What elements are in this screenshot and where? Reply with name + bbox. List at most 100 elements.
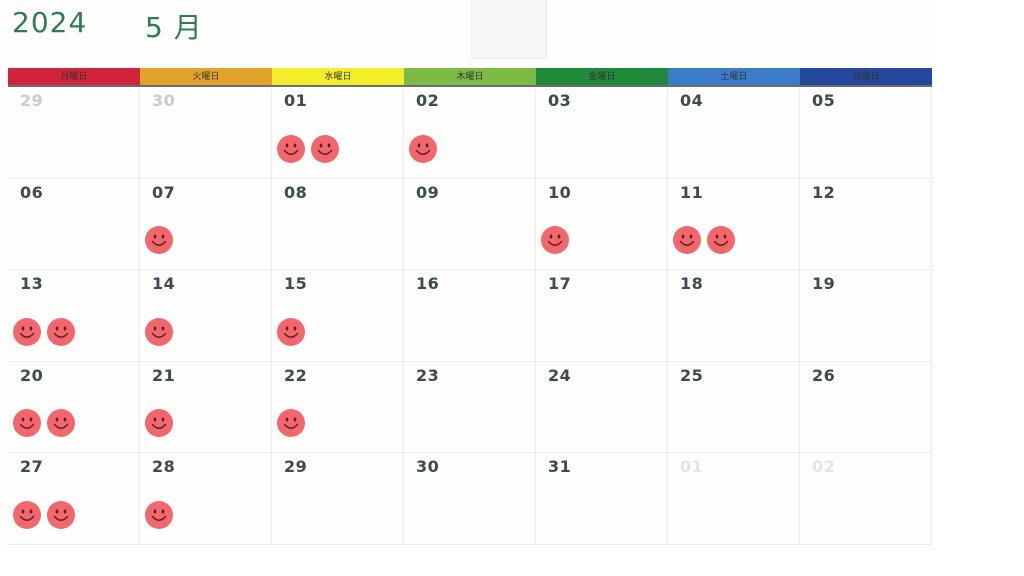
day-cell: 01 [668,453,800,545]
day-cell: 10 [536,178,668,271]
weekday-label: 金曜日 [536,68,668,87]
day-number: 01 [680,457,704,477]
smiley-sticker-icon [13,317,41,346]
calendar-sheet: 2024 5 月 月曜日 火曜日 水曜日 木曜日 金曜日 土曜日 日曜日 29 30 01 02 0… [8,0,932,545]
day-cell: 09 [404,178,536,271]
smiley-sticker-icon [541,226,569,255]
day-number: 26 [812,365,836,385]
day-number: 18 [680,274,704,294]
day-number: 12 [812,182,836,202]
day-cell: 11 [668,178,800,271]
day-number: 19 [812,274,836,294]
sticker-group [144,408,174,438]
day-cell: 16 [404,270,536,362]
day-number: 10 [548,182,572,202]
sticker-group [12,408,76,438]
day-cell: 02 [800,453,932,545]
day-number: 11 [680,182,704,202]
smiley-sticker-icon [409,134,437,163]
day-number: 22 [284,365,308,385]
day-number: 04 [680,91,704,110]
day-cell: 26 [800,361,932,454]
day-number: 20 [20,365,44,385]
paper-smudge [470,0,547,59]
smiley-sticker-icon [277,409,305,438]
sticker-group [144,225,174,255]
day-cell: 14 [140,270,272,362]
smiley-sticker-icon [47,500,75,529]
day-cell: 03 [536,87,668,179]
day-number: 30 [416,457,440,477]
day-number: 14 [152,274,176,294]
sticker-group [276,134,340,164]
weekday-label: 月曜日 [8,68,140,87]
weekday-header: 月曜日 火曜日 水曜日 木曜日 金曜日 土曜日 日曜日 [8,68,932,87]
smiley-sticker-icon [145,226,173,255]
day-cell: 27 [8,453,140,545]
weekday-label: 木曜日 [404,68,536,87]
day-number: 30 [152,91,176,110]
calendar-grid: 29 30 01 02 03 04 05 06 07 08 09 10 11 12 13 14 15 16 17 18… [8,87,932,545]
day-cell: 19 [800,270,932,362]
day-number: 16 [416,274,440,294]
smiley-sticker-icon [13,500,41,529]
day-number: 13 [20,274,44,294]
smiley-sticker-icon [47,317,75,346]
day-number: 02 [812,457,836,477]
day-cell: 31 [536,453,668,545]
day-number: 25 [680,365,704,385]
day-cell: 05 [800,87,932,179]
day-cell: 23 [404,361,536,454]
day-number: 29 [284,457,308,477]
day-number: 03 [548,91,572,110]
day-number: 07 [152,182,176,202]
sticker-group [12,500,76,530]
sticker-group [144,317,174,347]
day-cell: 12 [800,178,932,271]
day-cell: 29 [272,453,404,545]
day-cell: 18 [668,270,800,362]
smiley-sticker-icon [673,226,701,255]
sticker-group [408,134,438,164]
day-number: 05 [812,91,836,110]
sticker-group [540,225,570,255]
day-cell: 02 [404,87,536,179]
day-number: 29 [20,91,44,110]
day-number: 02 [416,91,440,110]
weekday-label: 火曜日 [140,68,272,87]
smiley-sticker-icon [145,409,173,438]
weekday-label: 日曜日 [800,68,932,87]
day-cell: 21 [140,361,272,454]
day-number: 31 [548,457,572,477]
smiley-sticker-icon [145,317,173,346]
day-number: 06 [20,182,44,202]
day-cell: 20 [8,361,140,454]
smiley-sticker-icon [47,409,75,438]
sticker-group [276,317,306,347]
day-cell: 24 [536,361,668,454]
smiley-sticker-icon [277,134,305,163]
day-number: 15 [284,274,308,294]
day-cell: 30 [404,453,536,545]
day-number: 09 [416,182,440,202]
day-number: 01 [284,91,308,110]
sticker-group [12,317,76,347]
year-label: 2024 [12,6,88,39]
day-cell: 01 [272,87,404,179]
day-number: 23 [416,365,440,385]
weekday-label: 土曜日 [668,68,800,87]
day-cell: 28 [140,453,272,545]
smiley-sticker-icon [13,409,41,438]
day-number: 21 [152,365,176,385]
sticker-group [144,500,174,530]
day-number: 17 [548,274,572,294]
day-cell: 04 [668,87,800,179]
day-cell: 07 [140,178,272,271]
sticker-group [276,408,306,438]
day-cell: 08 [272,178,404,271]
smiley-sticker-icon [311,134,339,163]
day-number: 24 [548,365,572,385]
smiley-sticker-icon [145,500,173,529]
day-cell: 25 [668,361,800,454]
smiley-sticker-icon [277,317,305,346]
